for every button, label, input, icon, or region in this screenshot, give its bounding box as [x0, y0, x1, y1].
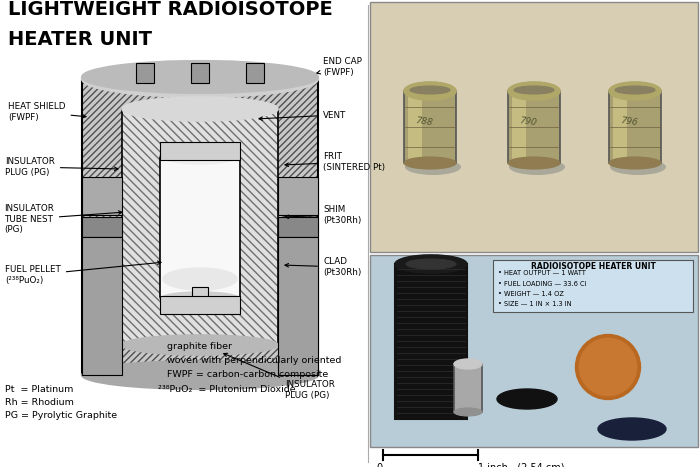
Ellipse shape	[509, 159, 565, 175]
Ellipse shape	[404, 157, 456, 169]
Text: VENT: VENT	[259, 111, 346, 120]
Ellipse shape	[579, 338, 637, 396]
Text: ²³⁸PuO₂  = Plutonium Dioxide: ²³⁸PuO₂ = Plutonium Dioxide	[158, 385, 295, 394]
Bar	[278, 237, 318, 375]
Text: 796: 796	[620, 116, 638, 127]
Text: • SIZE — 1 IN × 1.3 IN: • SIZE — 1 IN × 1.3 IN	[498, 302, 571, 307]
Bar	[370, 2, 698, 252]
Ellipse shape	[410, 86, 450, 94]
Ellipse shape	[609, 157, 661, 169]
Bar	[191, 63, 209, 83]
Bar	[122, 109, 278, 345]
Bar	[512, 95, 526, 159]
Ellipse shape	[122, 335, 278, 355]
Bar	[609, 91, 661, 163]
Text: SHIM
(Pt30Rh): SHIM (Pt30Rh)	[285, 205, 361, 225]
Bar	[122, 109, 278, 345]
Ellipse shape	[406, 259, 456, 269]
Bar	[454, 364, 482, 412]
Text: Pt  = Platinum
Rh = Rhodium
PG = Pyrolytic Graphite: Pt = Platinum Rh = Rhodium PG = Pyrolyti…	[5, 385, 117, 420]
Text: RADIOISOTOPE HEATER UNIT: RADIOISOTOPE HEATER UNIT	[531, 262, 655, 271]
Text: • WEIGHT — 1.4 OZ: • WEIGHT — 1.4 OZ	[498, 291, 564, 297]
Bar	[160, 142, 240, 160]
Text: CLAD
(Pt30Rh): CLAD (Pt30Rh)	[285, 257, 361, 277]
Text: 788: 788	[415, 116, 433, 127]
Text: INSULATOR
PLUG (PG): INSULATOR PLUG (PG)	[224, 354, 335, 400]
Bar	[136, 63, 154, 83]
Text: FUEL PELLET
(²³⁸PuO₂): FUEL PELLET (²³⁸PuO₂)	[5, 261, 161, 285]
Bar	[82, 217, 122, 237]
Ellipse shape	[82, 61, 318, 97]
Ellipse shape	[497, 389, 557, 409]
Ellipse shape	[122, 97, 278, 121]
Bar	[160, 296, 240, 314]
Text: INSULATOR
TUBE NEST
(PG): INSULATOR TUBE NEST (PG)	[4, 204, 122, 234]
Text: HEATER UNIT: HEATER UNIT	[8, 30, 152, 49]
Bar	[613, 95, 627, 159]
Ellipse shape	[598, 418, 666, 440]
Ellipse shape	[508, 82, 560, 100]
Bar	[370, 255, 698, 447]
Ellipse shape	[454, 408, 482, 416]
Ellipse shape	[405, 159, 461, 175]
Ellipse shape	[395, 255, 467, 273]
Bar	[246, 63, 264, 83]
Bar	[278, 177, 318, 215]
Text: 790: 790	[519, 116, 537, 127]
Ellipse shape	[404, 82, 456, 100]
Ellipse shape	[82, 61, 318, 93]
Ellipse shape	[514, 86, 554, 94]
Bar	[82, 79, 318, 375]
Bar	[82, 237, 122, 375]
Text: END CAP
(FWPF): END CAP (FWPF)	[317, 57, 362, 77]
Ellipse shape	[615, 86, 655, 94]
Text: HEAT SHIELD
(FWPF): HEAT SHIELD (FWPF)	[8, 102, 86, 122]
Text: graphite fiber: graphite fiber	[158, 342, 232, 351]
Bar	[82, 177, 122, 215]
Ellipse shape	[609, 82, 661, 100]
Text: • FUEL LOADING — 33.6 Ci: • FUEL LOADING — 33.6 Ci	[498, 281, 587, 286]
Text: LIGHTWEIGHT RADIOISOTOPE: LIGHTWEIGHT RADIOISOTOPE	[8, 0, 332, 19]
Ellipse shape	[160, 146, 240, 164]
Bar	[160, 155, 240, 299]
Bar	[408, 95, 422, 159]
Text: 0: 0	[376, 463, 382, 467]
Bar	[395, 264, 467, 419]
Bar	[508, 91, 560, 163]
Ellipse shape	[610, 159, 666, 175]
Text: 1 inch   (2.54 cm): 1 inch (2.54 cm)	[478, 463, 564, 467]
Ellipse shape	[163, 268, 237, 290]
Bar	[404, 91, 456, 163]
Bar	[493, 260, 693, 312]
Text: FRIT
(SINTERED Pt): FRIT (SINTERED Pt)	[285, 152, 385, 172]
Text: woven with perpendicularly oriented: woven with perpendicularly oriented	[158, 356, 342, 365]
Bar	[82, 79, 318, 375]
Text: • HEAT OUTPUT — 1 WATT: • HEAT OUTPUT — 1 WATT	[498, 270, 586, 276]
Ellipse shape	[82, 361, 318, 389]
Ellipse shape	[575, 334, 640, 399]
Ellipse shape	[160, 292, 240, 306]
Bar	[192, 287, 208, 309]
Ellipse shape	[454, 359, 482, 369]
Bar	[278, 217, 318, 237]
Text: FWPF = carbon-carbon composite: FWPF = carbon-carbon composite	[158, 370, 328, 379]
Ellipse shape	[508, 157, 560, 169]
Text: INSULATOR
PLUG (PG): INSULATOR PLUG (PG)	[5, 157, 118, 177]
